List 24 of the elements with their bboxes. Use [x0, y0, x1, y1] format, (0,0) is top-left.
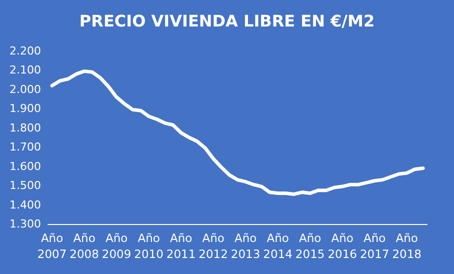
x-tick-label: Año 2007	[37, 231, 67, 261]
y-tick-label: 1.400	[10, 198, 41, 212]
chart-title: PRECIO VIVIENDA LIBRE EN €/M2	[79, 12, 375, 30]
y-tick-label: 2.100	[10, 64, 41, 77]
x-tick-label: Año 2017	[360, 231, 390, 261]
x-tick-label: Año 2015	[295, 231, 325, 261]
x-tick-label: Año 2009	[102, 231, 132, 261]
x-tick-label: Año 2018	[392, 231, 422, 261]
y-tick-label: 1.900	[10, 102, 41, 116]
x-tick-label: Año 2011	[166, 231, 196, 261]
y-tick-label: 1.600	[10, 160, 41, 173]
line-series	[50, 69, 425, 196]
x-tick-label: Año 2012	[198, 231, 228, 261]
y-tick-label: 2.200	[10, 44, 41, 58]
x-tick-label: Año 2016	[328, 231, 357, 261]
y-tick-label: 1.500	[10, 179, 41, 192]
y-tick-label: 2.000	[10, 82, 41, 96]
y-tick-label: 1.300	[10, 218, 41, 230]
x-tick-label: Año 2010	[134, 231, 164, 261]
x-tick-label: Año 2014	[263, 231, 292, 261]
y-tick-label: 1.800	[10, 121, 41, 134]
x-tick-label: Año 2008	[70, 231, 99, 261]
x-tick-label: Año 2013	[230, 231, 260, 261]
y-tick-label: 1.700	[10, 140, 41, 154]
